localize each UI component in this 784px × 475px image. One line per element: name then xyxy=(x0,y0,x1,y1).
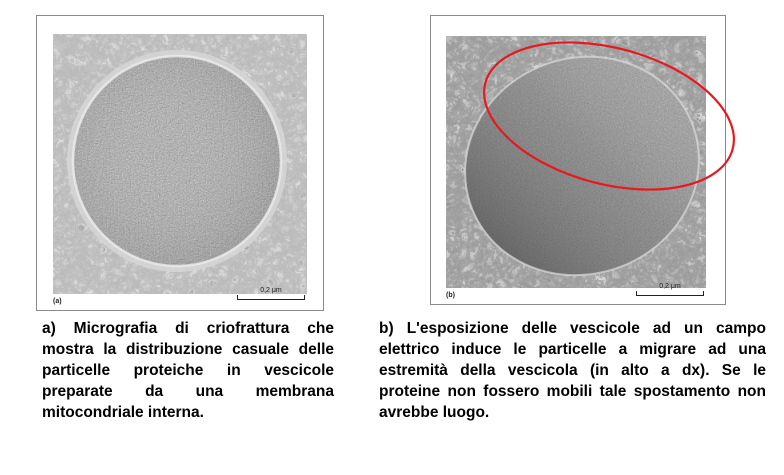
micrograph-panel-a: (a) 0,2 μm xyxy=(36,15,324,311)
scale-bar-b: 0,2 μm xyxy=(636,283,704,296)
micrograph-panel-b: (b) 0,2 μm xyxy=(430,15,735,305)
caption-b: b) L'esposizione delle vescicole ad un c… xyxy=(379,320,766,421)
highlight-ellipse xyxy=(483,41,735,191)
scale-bar-a-label: 0,2 μm xyxy=(260,287,282,294)
scale-bar-b-label: 0,2 μm xyxy=(659,283,681,290)
panel-b-label: (b) xyxy=(446,292,455,299)
scale-bar-a: 0,2 μm xyxy=(237,287,305,300)
caption-a: a) Micrografia di criofrattura che mostr… xyxy=(42,320,334,421)
micrograph-a-image xyxy=(53,34,307,294)
micrograph-b-image xyxy=(446,36,706,288)
scale-bar-b-line xyxy=(636,291,704,296)
scale-bar-a-line xyxy=(237,295,305,300)
highlight-overlay xyxy=(483,41,735,191)
panel-a-label: (a) xyxy=(53,298,62,305)
